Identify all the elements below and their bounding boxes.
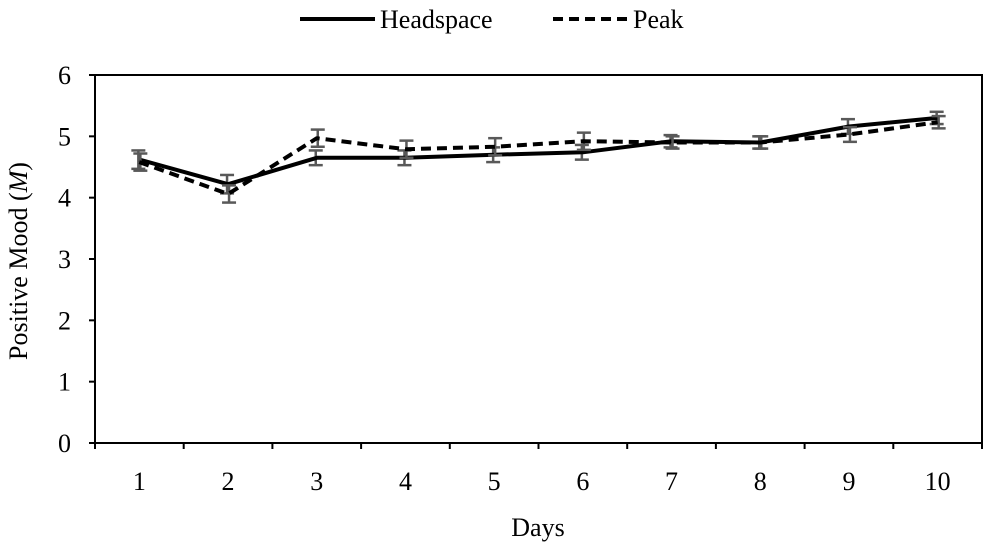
x-tick-label: 3: [310, 467, 323, 496]
x-tick-label: 2: [222, 467, 235, 496]
series-line-peak: [138, 120, 938, 196]
x-tick-label: 6: [576, 467, 589, 496]
y-axis-title-suffix: ): [4, 162, 33, 171]
x-tick-label: 10: [925, 467, 951, 496]
x-axis-title: Days: [511, 513, 564, 542]
series-headspace: [131, 110, 944, 195]
y-tick-label: 6: [58, 61, 71, 90]
x-tick-label: 1: [133, 467, 146, 496]
y-axis: 0 1 2 3 4 5 6: [58, 61, 95, 458]
legend-label-headspace: Headspace: [380, 5, 493, 34]
x-tick-label: 9: [842, 467, 855, 496]
legend-label-peak: Peak: [633, 5, 684, 34]
y-tick-label: 4: [58, 184, 71, 213]
y-axis-title-prefix: Positive Mood (: [4, 192, 33, 360]
y-tick-label: 5: [58, 122, 71, 151]
y-tick-label: 0: [58, 429, 71, 458]
y-axis-title: Positive Mood (M): [4, 162, 33, 360]
x-tick-label: 8: [754, 467, 767, 496]
x-tick-label: 4: [399, 467, 412, 496]
series-peak: [133, 114, 946, 204]
y-tick-label: 3: [58, 245, 71, 274]
y-axis-title-italic: M: [4, 169, 33, 193]
y-tick-label: 1: [58, 368, 71, 397]
y-tick-label: 2: [58, 306, 71, 335]
x-tick-label: 7: [665, 467, 678, 496]
series-layer: [131, 110, 946, 204]
series-line-headspace: [138, 115, 938, 187]
x-tick-label: 5: [488, 467, 501, 496]
x-axis: 1 2 3 4 5 6 7 8 9 10: [94, 443, 983, 496]
legend: Headspace Peak: [300, 5, 684, 34]
